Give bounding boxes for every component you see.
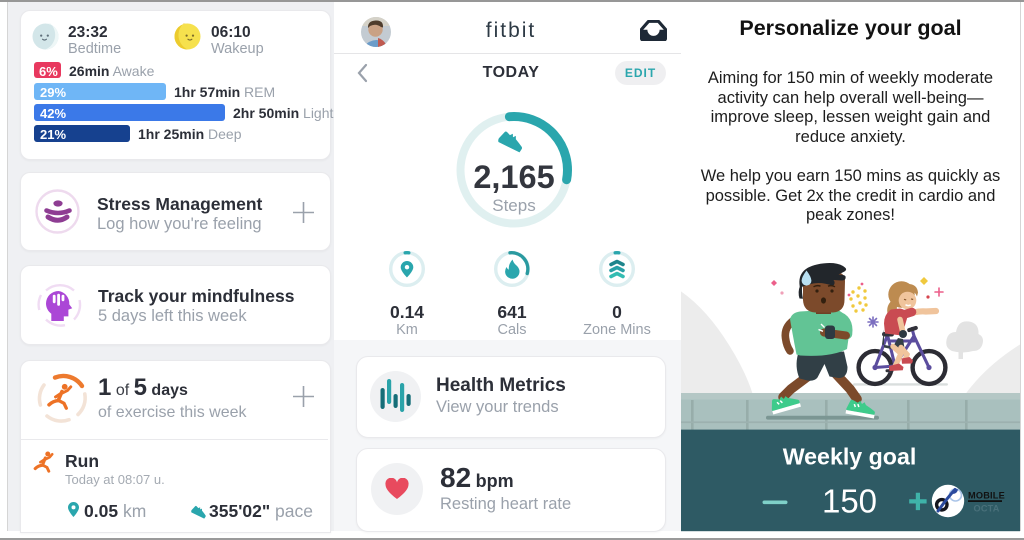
svg-text:150: 150 [822,483,877,520]
svg-text:Weekly goal: Weekly goal [783,444,917,470]
svg-text:MOBILE: MOBILE [968,491,1005,501]
svg-text:OCTA: OCTA [974,504,1000,514]
